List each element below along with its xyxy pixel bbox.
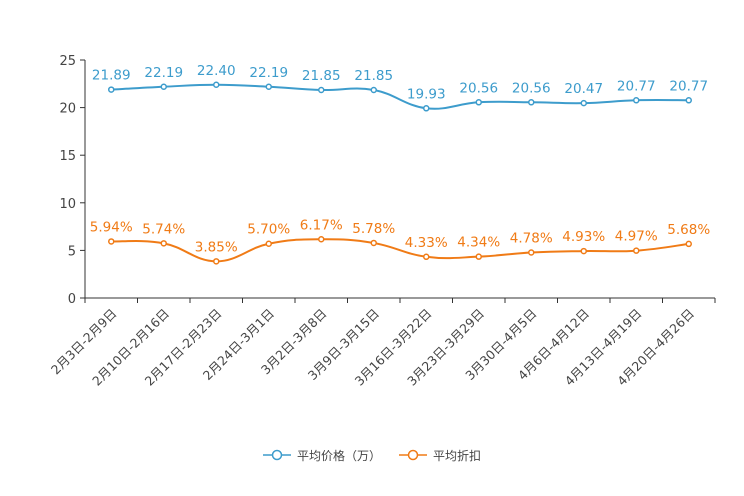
line-chart: 05101520252月3日-2月9日2月10日-2月16日2月17日-2月23… [48,54,716,389]
data-label: 22.19 [144,65,183,81]
legend-item-price[interactable]: 平均价格（万） [262,447,381,464]
data-point[interactable] [108,86,115,93]
legend-label-price: 平均价格（万） [296,448,381,463]
y-tick-label: 20 [59,102,76,117]
data-point[interactable] [528,249,535,256]
data-label: 5.78% [352,221,395,237]
data-point[interactable] [370,86,377,94]
data-point[interactable] [265,83,272,91]
y-tick-label: 0 [68,292,76,307]
data-point[interactable] [423,253,430,261]
series-line-0 [111,83,689,110]
data-label: 4.97% [615,229,658,245]
data-label: 5.70% [247,222,290,238]
data-label: 5.74% [142,221,185,237]
series-line-1 [111,238,689,263]
data-point[interactable] [318,86,325,94]
data-label: 20.77 [669,78,708,94]
data-point[interactable] [528,99,535,106]
data-point[interactable] [160,83,167,91]
data-label: 3.85% [195,239,238,255]
data-point[interactable] [633,247,640,254]
y-tick-label: 10 [59,197,76,212]
data-point[interactable] [685,97,692,104]
data-label: 21.85 [354,68,393,84]
legend-label-discount: 平均折扣 [433,448,482,463]
legend-item-discount[interactable]: 平均折扣 [399,447,481,464]
data-point[interactable] [265,240,272,247]
data-label: 20.56 [459,80,498,96]
data-point[interactable] [318,236,325,243]
data-label: 6.17% [300,217,343,233]
data-label: 20.56 [512,80,551,96]
y-tick-label: 15 [59,149,76,164]
data-label: 4.34% [457,235,500,251]
data-point[interactable] [423,105,430,112]
data-label: 20.77 [617,78,656,94]
data-point[interactable] [370,239,377,247]
data-label: 21.89 [92,68,131,84]
data-label: 22.19 [249,65,288,81]
data-point[interactable] [213,258,220,265]
data-point[interactable] [475,253,482,260]
data-point[interactable] [160,240,167,247]
data-label: 20.47 [564,81,603,97]
data-label: 19.93 [407,86,446,102]
data-label: 21.85 [302,68,341,84]
data-point[interactable] [580,247,587,255]
legend-marker-price-icon [262,449,291,461]
data-point[interactable] [633,97,640,104]
data-point[interactable] [580,99,587,107]
legend-marker-discount-icon [399,449,427,461]
data-label: 4.78% [510,230,553,246]
data-label: 22.40 [197,63,236,79]
data-label: 4.93% [562,229,605,245]
data-point[interactable] [108,238,115,245]
legend: 平均价格（万） 平均折扣 [0,444,744,466]
data-point[interactable] [213,81,220,89]
data-label: 5.94% [90,219,133,235]
y-tick-label: 25 [59,54,76,69]
y-tick-label: 5 [68,244,76,259]
data-label: 5.68% [667,222,710,238]
data-point[interactable] [685,240,692,248]
data-label: 4.33% [405,235,448,251]
data-point[interactable] [475,99,482,106]
